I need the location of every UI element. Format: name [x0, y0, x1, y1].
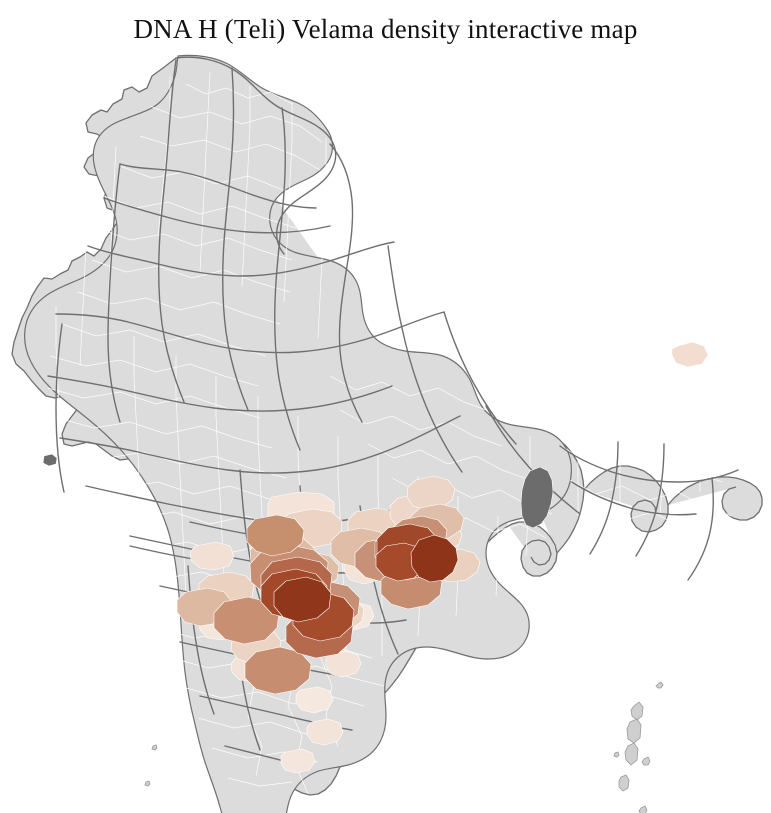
- district-arunachal-tint[interactable]: [672, 342, 708, 367]
- choropleth-districts[interactable]: [177, 342, 708, 773]
- district-tint-mid-4[interactable]: [245, 647, 311, 694]
- island-lakshadweep-1: [152, 745, 157, 750]
- island-south-andaman: [625, 743, 638, 765]
- district-excluded-sundarbans[interactable]: [521, 467, 553, 528]
- island-nicobar-1: [639, 806, 647, 813]
- district-tint-very-low-7[interactable]: [281, 749, 315, 773]
- district-tint-very-low-2[interactable]: [190, 542, 234, 570]
- district-tint-very-low-6[interactable]: [307, 719, 343, 745]
- map-canvas[interactable]: [0, 46, 771, 813]
- island-car-nicobar: [642, 757, 650, 765]
- island-north-andaman: [631, 702, 643, 720]
- andaman-nicobar-islands: [145, 682, 680, 813]
- page-title: DNA H (Teli) Velama density interactive …: [133, 14, 638, 44]
- district-tint-very-low-8[interactable]: [326, 651, 361, 677]
- india-choropleth-map[interactable]: [0, 46, 771, 813]
- district-tint-very-low-5[interactable]: [296, 687, 333, 713]
- excluded-districts[interactable]: [43, 454, 553, 528]
- island-little-andaman: [619, 775, 629, 791]
- district-excluded-kutch[interactable]: [43, 454, 57, 466]
- district-tint-veryhigh-2[interactable]: [274, 577, 331, 622]
- island-lakshadweep-2: [145, 781, 150, 786]
- district-tint-veryhigh-1[interactable]: [411, 535, 458, 582]
- island-narcondam: [614, 752, 619, 757]
- island-middle-andaman: [627, 719, 641, 743]
- island-barren: [656, 682, 663, 688]
- district-tint-mid-8[interactable]: [247, 515, 304, 556]
